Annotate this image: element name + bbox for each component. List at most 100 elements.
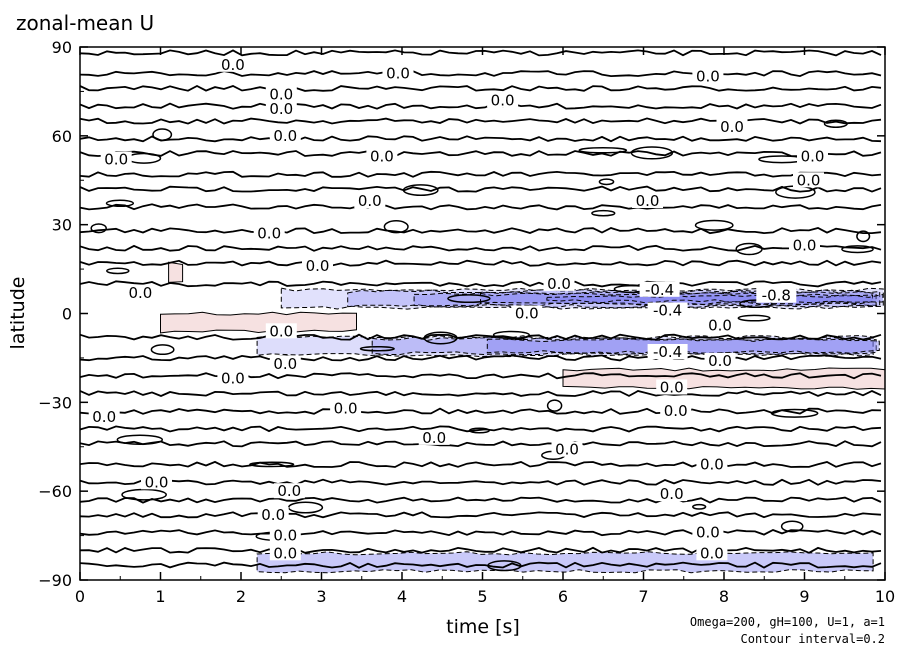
contour-label-bg (797, 148, 828, 164)
zero-contour-9 (79, 203, 882, 211)
contour-label-bg (366, 148, 398, 164)
zero-contour-18 (79, 407, 882, 415)
y-tick-label: 90 (52, 38, 72, 57)
contour-label: 0.0 (664, 402, 688, 420)
y-tick-label: −90 (38, 571, 72, 590)
contour-label-bg (696, 545, 728, 561)
contour-label: 0.0 (720, 118, 744, 136)
contour-label: 0.0 (358, 192, 382, 210)
x-axis: 0 1 2 3 4 5 6 7 8 9 10 (75, 47, 895, 606)
zero-contour-5 (79, 135, 882, 143)
contour-label: 0.0 (660, 485, 684, 503)
chart-title: zonal-mean U (16, 11, 154, 35)
small-closed-contour (823, 119, 848, 129)
contour-label: 0.0 (221, 56, 245, 74)
contour-label-bg (716, 119, 748, 134)
negative-band-1-level-1 (371, 336, 877, 356)
small-closed-contour (487, 560, 522, 572)
zero-contour-22 (79, 478, 882, 486)
contour-label-bg (273, 483, 305, 499)
contour-labels: 0.0 0.0 0.0 0.0 0.0 0.0 0.0 0.0 0.0 0.0 0.0 0.0 0.0 0… (88, 56, 828, 562)
contour-label-bg (88, 409, 120, 425)
contour-label-bg (269, 355, 301, 371)
parameters-note: Omega=200, gH=100, U=1, a=1 (690, 615, 885, 629)
small-closed-contour (737, 314, 771, 322)
contour-label-bg (647, 344, 688, 359)
small-closed-contour (116, 434, 164, 445)
small-closed-contour (359, 345, 395, 352)
small-closed-contour (150, 344, 175, 356)
contour-label: 0.0 (491, 91, 515, 109)
small-closed-contour (492, 330, 530, 340)
contour-label-bg (704, 352, 736, 368)
x-tick-label: 2 (236, 587, 246, 606)
zero-contour-21 (79, 460, 882, 468)
contour-label-bg (100, 151, 132, 167)
small-closed-contour (468, 427, 490, 434)
contour-label-bg (692, 524, 724, 540)
positive-band-1-level-0 (562, 367, 886, 390)
zero-contour-10 (79, 227, 882, 235)
y-tick-label: 0 (62, 305, 72, 324)
contour-label-bg (269, 127, 301, 143)
contour-label-bg (269, 545, 301, 561)
zero-contour-24 (79, 511, 882, 519)
contour-label: 0.0 (277, 482, 301, 500)
contour-label-bg (692, 68, 724, 84)
y-axis-label: latitude (7, 277, 29, 350)
small-closed-contour (770, 408, 819, 418)
contour-lines (79, 49, 882, 572)
contour-label-bg (704, 317, 736, 333)
small-closed-contour (780, 520, 804, 533)
zero-contour-19 (79, 425, 882, 433)
zero-contour-12 (79, 259, 882, 267)
contour-label-bg (269, 527, 301, 543)
contour-label: 0.0 (708, 352, 732, 370)
zero-contour-0 (79, 49, 882, 57)
small-closed-contour (739, 299, 773, 309)
contour-label-bg (257, 506, 289, 522)
x-tick-label: 3 (316, 587, 326, 606)
contour-label-bg (487, 92, 519, 108)
contour-label-bg (217, 56, 249, 72)
small-closed-contour (735, 242, 763, 256)
contour-label-bg (124, 284, 156, 300)
x-tick-label: 10 (875, 587, 895, 606)
contour-label-bg (656, 379, 688, 395)
contour-label: 0.0 (269, 85, 293, 103)
contour-label-bg (382, 65, 414, 81)
contour-label-bg (656, 486, 688, 502)
contour-label: 0.0 (370, 148, 394, 166)
plot-background (80, 47, 885, 580)
small-closed-contour (152, 128, 173, 141)
contour-label: 0.0 (660, 379, 684, 397)
zero-contour-7 (79, 170, 882, 178)
contour-label: 0.0 (92, 408, 116, 426)
small-closed-contour (598, 178, 615, 186)
contour-label-bg (354, 193, 386, 208)
contour-label: 0.0 (636, 192, 660, 210)
y-tick-label: −30 (38, 393, 72, 412)
small-closed-contour (121, 488, 167, 501)
contour-label-bg (789, 237, 820, 253)
small-closed-contour (856, 230, 871, 243)
small-closed-contour (423, 331, 458, 345)
x-tick-label: 4 (397, 587, 407, 606)
x-axis-label: time [s] (446, 616, 520, 638)
zero-contour-3 (79, 102, 882, 110)
contour-label: 0.0 (334, 399, 358, 417)
contour-label: 0.0 (386, 65, 410, 83)
small-closed-contour (383, 220, 409, 234)
small-closed-contour (546, 399, 563, 412)
contour-label-bg (543, 275, 575, 291)
zero-contour-26 (79, 546, 882, 554)
zero-contour-23 (79, 496, 882, 504)
zero-contour-8 (79, 185, 882, 193)
contour-label-bg (551, 441, 583, 457)
zero-contour-1 (79, 70, 882, 78)
contour-label-bg (418, 429, 450, 445)
contour-label: -0.8 (762, 287, 791, 305)
contour-label: 0.0 (696, 68, 720, 86)
x-tick-label: 8 (719, 587, 729, 606)
zero-contour-6 (79, 150, 882, 158)
